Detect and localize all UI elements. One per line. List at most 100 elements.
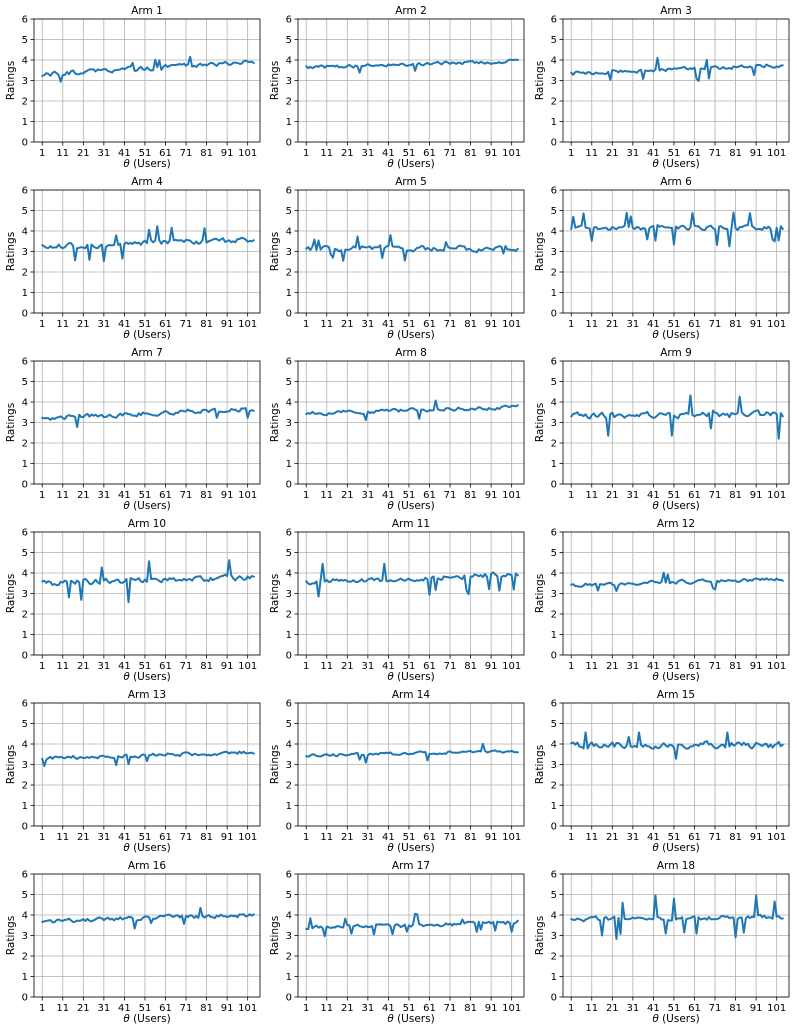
x-tick-label: 71 xyxy=(180,1003,193,1014)
x-tick-label: 71 xyxy=(444,661,457,672)
x-tick-label: 91 xyxy=(485,319,498,330)
x-tick-label: 91 xyxy=(485,490,498,501)
y-tick-label: 2 xyxy=(551,439,557,450)
y-tick-label: 5 xyxy=(286,35,292,46)
y-tick-label: 6 xyxy=(286,186,292,197)
y-tick-label: 4 xyxy=(286,227,292,238)
x-tick-label: 61 xyxy=(688,661,701,672)
x-tick-label: 81 xyxy=(729,319,742,330)
x-tick-label: 101 xyxy=(767,661,786,672)
x-tick-label: 51 xyxy=(403,319,416,330)
x-tick-label: 71 xyxy=(709,832,722,843)
x-axis-label: θ (Users) xyxy=(652,842,699,854)
x-tick-label: 91 xyxy=(750,490,763,501)
x-tick-label: 31 xyxy=(97,832,110,843)
x-tick-label: 91 xyxy=(485,1003,498,1014)
x-axis-label: θ (Users) xyxy=(123,671,170,683)
y-tick-label: 4 xyxy=(286,911,292,922)
x-tick-label: 51 xyxy=(403,148,416,159)
x-tick-label: 1 xyxy=(39,148,45,159)
y-tick-label: 0 xyxy=(551,993,557,1004)
x-tick-label: 71 xyxy=(709,148,722,159)
x-tick-label: 21 xyxy=(606,661,619,672)
x-tick-label: 41 xyxy=(647,832,660,843)
y-tick-label: 0 xyxy=(22,822,28,833)
x-axis-label: θ (Users) xyxy=(123,1013,170,1025)
ratings-series-line xyxy=(570,894,784,940)
x-tick-label: 31 xyxy=(361,148,374,159)
y-tick-label: 6 xyxy=(551,699,557,710)
subplot-title: Arm 4 xyxy=(131,176,163,188)
subplot-title: Arm 8 xyxy=(395,347,427,359)
x-tick-label: 31 xyxy=(626,1003,639,1014)
subplot-title: Arm 14 xyxy=(392,689,431,701)
x-tick-label: 41 xyxy=(118,148,131,159)
x-tick-label: 21 xyxy=(77,148,90,159)
x-tick-label: 41 xyxy=(382,1003,395,1014)
y-tick-label: 3 xyxy=(551,589,557,600)
y-tick-label: 4 xyxy=(22,398,28,409)
x-tick-label: 81 xyxy=(729,1003,742,1014)
y-tick-label: 3 xyxy=(286,247,292,258)
y-tick-label: 6 xyxy=(551,528,557,539)
x-tick-label: 81 xyxy=(464,1003,477,1014)
y-axis-label: Ratings xyxy=(5,916,17,955)
y-tick-label: 2 xyxy=(551,268,557,279)
x-tick-label: 61 xyxy=(159,1003,172,1014)
x-tick-label: 41 xyxy=(382,832,395,843)
ratings-series-line xyxy=(305,399,519,422)
x-tick-label: 91 xyxy=(750,1003,763,1014)
x-axis-label: θ (Users) xyxy=(387,158,434,170)
x-tick-label: 11 xyxy=(320,148,333,159)
x-axis-label: θ (Users) xyxy=(123,842,170,854)
x-tick-label: 101 xyxy=(767,832,786,843)
y-tick-label: 2 xyxy=(286,439,292,450)
x-tick-label: 11 xyxy=(585,1003,598,1014)
y-tick-label: 0 xyxy=(286,993,292,1004)
x-tick-label: 71 xyxy=(444,148,457,159)
x-axis-label: θ (Users) xyxy=(123,329,170,341)
y-tick-label: 0 xyxy=(22,993,28,1004)
x-tick-label: 41 xyxy=(382,148,395,159)
x-tick-label: 81 xyxy=(729,832,742,843)
x-tick-label: 51 xyxy=(139,832,152,843)
x-tick-label: 1 xyxy=(303,661,309,672)
x-axis-label: θ (Users) xyxy=(387,500,434,512)
y-tick-label: 0 xyxy=(551,651,557,662)
x-tick-label: 41 xyxy=(118,490,131,501)
x-tick-label: 51 xyxy=(668,490,681,501)
y-tick-label: 2 xyxy=(286,268,292,279)
y-axis-label: Ratings xyxy=(534,232,546,271)
x-tick-label: 21 xyxy=(341,319,354,330)
x-tick-label: 41 xyxy=(382,490,395,501)
x-tick-label: 21 xyxy=(341,490,354,501)
x-axis-label: θ (Users) xyxy=(652,329,699,341)
x-tick-label: 1 xyxy=(39,490,45,501)
ratings-series-line xyxy=(41,407,255,429)
x-tick-label: 101 xyxy=(502,490,521,501)
ratings-series-line xyxy=(305,234,519,262)
y-tick-label: 5 xyxy=(286,890,292,901)
x-tick-label: 21 xyxy=(341,832,354,843)
x-tick-label: 11 xyxy=(585,661,598,672)
x-tick-label: 31 xyxy=(626,661,639,672)
x-tick-label: 51 xyxy=(139,661,152,672)
x-tick-label: 81 xyxy=(200,148,213,159)
x-tick-label: 71 xyxy=(180,832,193,843)
y-tick-label: 1 xyxy=(286,972,292,983)
ratings-series-line xyxy=(570,731,784,760)
y-tick-label: 3 xyxy=(286,76,292,87)
ratings-series-line xyxy=(41,559,255,604)
x-tick-label: 21 xyxy=(606,148,619,159)
x-tick-label: 21 xyxy=(606,319,619,330)
x-tick-label: 51 xyxy=(668,832,681,843)
y-tick-label: 3 xyxy=(551,418,557,429)
ratings-series-line xyxy=(41,906,255,930)
x-axis-label: θ (Users) xyxy=(123,158,170,170)
